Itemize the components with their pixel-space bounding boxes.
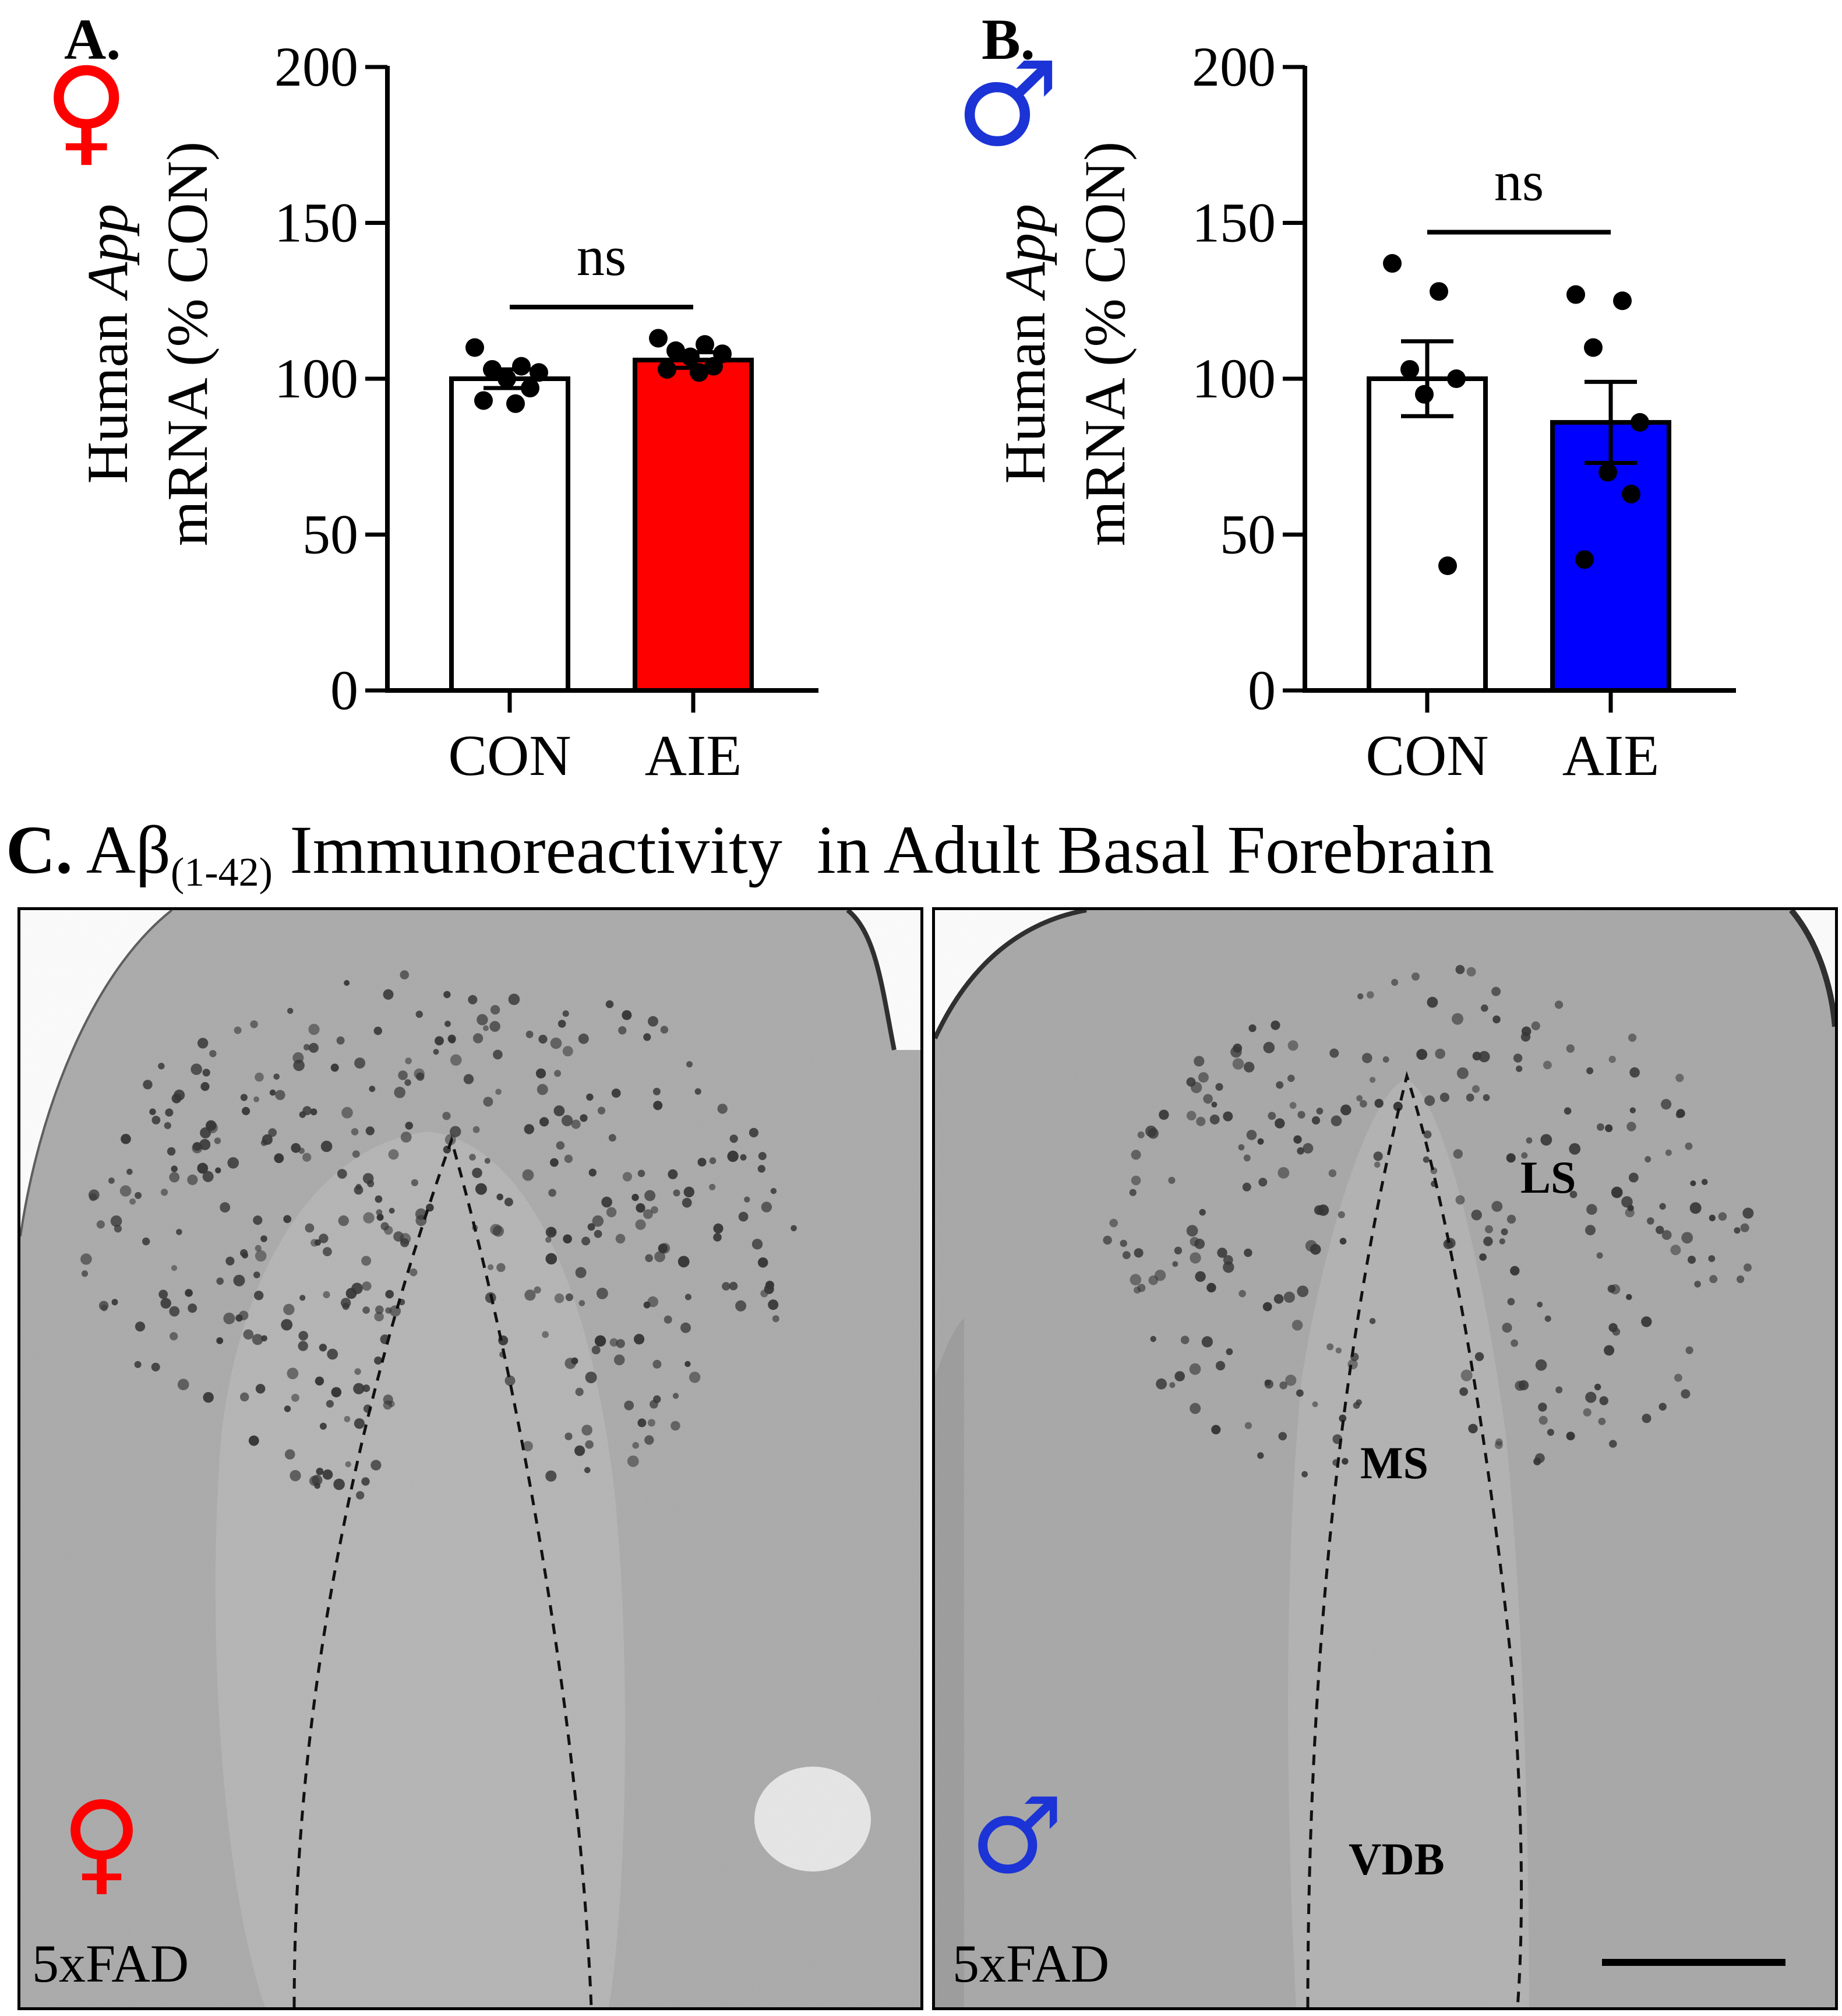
chart-b-point — [1613, 291, 1632, 311]
panel-c-title-rest: Immunoreactivity in Adult Basal Forebrai… — [290, 812, 1495, 888]
chart-b-point — [1631, 413, 1649, 432]
chart-b-xtick-label-con: CON — [1365, 723, 1488, 788]
chart-b-point — [1415, 385, 1434, 404]
chart-a-ylabel: Human App mRNA (% CON) — [75, 142, 220, 546]
chart-b-ylabel-line1: Human App — [993, 204, 1057, 484]
chart-b-significance-label: ns — [1494, 150, 1544, 213]
chart-b-point — [1430, 282, 1448, 301]
chart-a-point — [512, 357, 531, 376]
micrograph-female-image — [20, 910, 920, 2007]
chart-b-point — [1584, 338, 1603, 357]
chart-b-point — [1383, 254, 1402, 273]
chart-b-ylabel: Human App mRNA (% CON) — [993, 142, 1137, 546]
chart-b-ytick-label-50: 50 — [1220, 503, 1276, 566]
chart-a-ytick-label-100: 100 — [274, 347, 358, 410]
chart-a-ytick-label-150: 150 — [274, 192, 358, 254]
chart-a-ytick-label-200: 200 — [274, 36, 358, 98]
chart-b-ytick-label-100: 100 — [1192, 347, 1276, 410]
panel-c-title-abeta: Aβ — [86, 812, 171, 888]
micrograph-female: ♀ 5xFAD — [17, 907, 923, 2010]
scale-bar — [1602, 1959, 1785, 1966]
chart-b-point — [1566, 285, 1585, 304]
chart-a-xtick-label-con: CON — [448, 723, 571, 788]
chart-a-point — [704, 357, 723, 376]
panel-a-letter: A. — [64, 7, 121, 72]
genotype-label-female: 5xFAD — [32, 1934, 189, 1993]
chart-b-point — [1447, 369, 1466, 388]
chart-a-ytick-label-0: 0 — [330, 659, 358, 721]
female-symbol-icon: ♀ — [44, 43, 129, 178]
panel-b-letter: B. — [982, 7, 1035, 72]
chart-b-point — [1598, 463, 1617, 482]
chart-a-point — [530, 363, 548, 382]
chart-a-point — [649, 329, 668, 348]
chart-b-xtick-label-aie: AIE — [1562, 723, 1660, 788]
chart-a-point — [521, 379, 539, 398]
chart-b-point — [1438, 556, 1457, 575]
chart-a-point — [690, 363, 708, 382]
chart-a-xtick-label-aie: AIE — [645, 723, 742, 788]
chart-a-bar-aie — [633, 357, 754, 693]
region-label-vdb: VDB — [1349, 1834, 1445, 1884]
chart-b-ytick-label-200: 200 — [1192, 36, 1276, 98]
chart-b-ylabel-line2: mRNA (% CON) — [1072, 142, 1137, 546]
male-symbol-icon: ♂ — [955, 37, 1060, 172]
chart-a-ylabel-line2: mRNA (% CON) — [155, 142, 220, 546]
chart-b-point — [1622, 484, 1640, 503]
chart-a-ylabel-line1: Human App — [75, 204, 140, 484]
chart-a-bar-con — [449, 376, 570, 693]
chart-a-point — [497, 369, 516, 388]
chart-a-point — [696, 335, 714, 354]
chart-b-ytick-label-0: 0 — [1248, 659, 1276, 721]
region-label-ms: MS — [1360, 1437, 1428, 1488]
chart-a-point — [465, 338, 484, 357]
panel-c-title: C. Aβ(1-42) Immunoreactivity in Adult Ba… — [6, 816, 1494, 893]
chart-a-point — [474, 391, 493, 410]
chart-a-point — [506, 394, 525, 413]
chart-a-point — [483, 360, 502, 379]
chart-a-significance-label: ns — [577, 225, 626, 287]
panel-c-letter: C. — [6, 812, 73, 888]
chart-b-bar-con — [1367, 376, 1488, 693]
micrograph-male: LS MS VDB ♂ 5xFAD — [932, 907, 1838, 2010]
region-label-ls: LS — [1520, 1152, 1576, 1203]
chart-b-ytick-label-150: 150 — [1192, 192, 1276, 254]
chart-a-ytick-label-50: 50 — [302, 503, 358, 566]
chart-b-point — [1575, 550, 1594, 569]
chart-a-point — [666, 341, 685, 360]
chart-b: Human App mRNA (% CON) 0 50 100 150 200 CON AI… — [993, 36, 1736, 788]
chart-a: Human App mRNA (% CON) 0 50 100 150 200 CON AI… — [75, 36, 818, 788]
chart-b-point — [1400, 360, 1419, 379]
chart-a-point — [681, 347, 700, 366]
chart-a-point — [658, 360, 676, 379]
genotype-label-male: 5xFAD — [952, 1934, 1110, 1993]
female-symbol-icon-micrograph: ♀ — [61, 1778, 143, 1906]
micrograph-male-image — [935, 910, 1835, 2007]
male-symbol-icon-micrograph: ♂ — [970, 1775, 1064, 1897]
panel-c-title-subscript: (1-42) — [170, 850, 273, 895]
